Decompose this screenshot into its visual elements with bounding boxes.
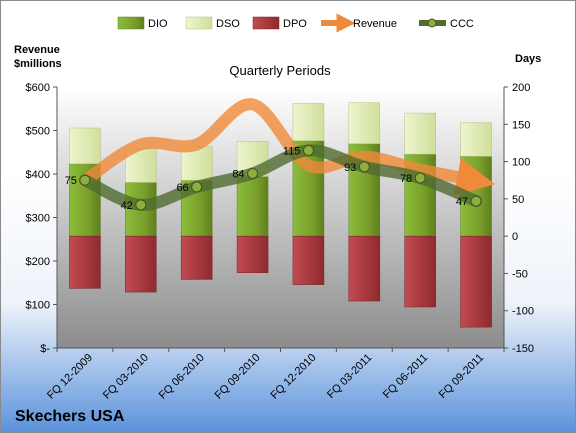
left-tick-label: $600 xyxy=(26,82,50,94)
bar-dpo xyxy=(180,235,213,280)
left-tick-label: $200 xyxy=(26,256,50,268)
ccc-point xyxy=(79,174,91,186)
chart-title: Quarterly Periods xyxy=(229,63,331,78)
legend-dso-label: DSO xyxy=(216,18,240,30)
ccc-data-label: 42 xyxy=(121,200,133,212)
legend-dio-swatch xyxy=(117,16,145,30)
ccc-data-label: 75 xyxy=(65,175,77,187)
legend: DIO DSO DPO Revenue CCC xyxy=(117,13,474,33)
right-axis-title: Days xyxy=(515,53,541,65)
x-category-label: FQ 09-2010 xyxy=(213,352,263,402)
left-tick-label: $100 xyxy=(26,300,50,312)
left-tick-label: $400 xyxy=(26,169,50,181)
bar-dpo xyxy=(292,235,325,285)
ccc-point xyxy=(358,161,370,173)
left-tick-label: $500 xyxy=(26,126,50,138)
right-tick-label: -50 xyxy=(512,268,528,280)
bar-dso xyxy=(460,122,492,157)
legend-dpo-swatch xyxy=(252,16,280,30)
legend-ccc-marker xyxy=(427,18,437,28)
ccc-point xyxy=(470,195,482,207)
legend-revenue-label: Revenue xyxy=(353,18,397,30)
ccc-point xyxy=(414,172,426,184)
left-axis-title-line2: $millions xyxy=(14,58,62,70)
bar-dso xyxy=(404,112,436,155)
ccc-point xyxy=(302,144,314,156)
bar-dpo xyxy=(348,235,381,302)
ccc-data-label: 115 xyxy=(283,145,301,157)
x-category-label: FQ 03-2011 xyxy=(325,352,374,401)
bar-dpo xyxy=(404,235,436,308)
x-category-label: FQ 12-2009 xyxy=(45,352,95,402)
bar-dpo xyxy=(125,235,157,293)
right-tick-label: 150 xyxy=(512,119,530,131)
x-category-label: FQ 06-2011 xyxy=(381,352,430,401)
right-tick-label: -100 xyxy=(512,306,534,318)
legend-dso-swatch xyxy=(185,16,213,30)
bar-dio xyxy=(236,176,269,237)
ccc-point xyxy=(135,199,147,211)
bar-dso xyxy=(348,102,381,144)
ccc-data-label: 66 xyxy=(176,182,188,194)
revenue-line xyxy=(78,98,495,196)
right-tick-label: 100 xyxy=(512,157,530,169)
bar-dso xyxy=(69,127,101,165)
ccc-data-label: 84 xyxy=(232,169,244,181)
bar-dpo xyxy=(236,235,269,273)
legend-ccc-label: CCC xyxy=(450,18,474,30)
bar-dpo xyxy=(460,235,492,328)
legend-dpo-label: DPO xyxy=(283,18,307,30)
x-category-label: FQ 03-2010 xyxy=(101,352,151,402)
right-tick-label: 50 xyxy=(512,194,524,206)
ccc-data-label: 78 xyxy=(400,173,412,185)
right-tick-label: -150 xyxy=(512,343,534,355)
x-category-label: FQ 09-2011 xyxy=(437,352,486,401)
left-tick-label: $- xyxy=(40,343,50,355)
ccc-point xyxy=(191,181,203,193)
bar-dso xyxy=(292,103,325,141)
left-tick-label: $300 xyxy=(26,213,50,225)
ccc-point xyxy=(247,168,259,180)
left-axis-title-line1: Revenue xyxy=(14,44,60,56)
company-name: Skechers USA xyxy=(15,408,125,425)
right-tick-label: 0 xyxy=(512,231,518,243)
x-category-label: FQ 12-2010 xyxy=(269,352,319,402)
ccc-data-label: 93 xyxy=(344,162,356,174)
legend-dio-label: DIO xyxy=(148,18,168,30)
right-tick-label: 200 xyxy=(512,82,530,94)
bar-dpo xyxy=(69,235,101,289)
x-category-label: FQ 06-2010 xyxy=(157,352,207,402)
ccc-data-label: 47 xyxy=(456,196,468,208)
